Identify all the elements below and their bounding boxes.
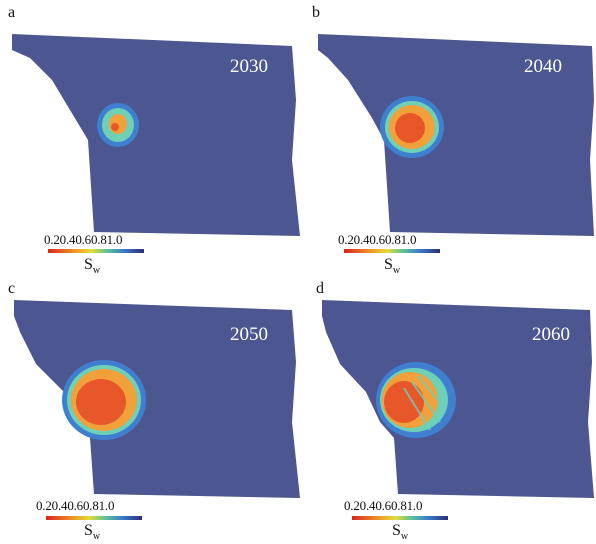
colorbar-strip-c	[46, 516, 142, 520]
colorbar-strip-a	[48, 249, 144, 253]
colorbar-label-c: Sw	[84, 522, 100, 542]
saturation-map-b	[300, 0, 596, 250]
saturation-map-c	[0, 272, 300, 508]
colorbar-strip-b	[344, 249, 440, 253]
co2-plume-hot	[384, 381, 424, 423]
co2-plume-core	[109, 114, 127, 134]
year-label-d: 2060	[532, 324, 570, 346]
co2-plume-hot	[395, 113, 425, 143]
saturation-map-a	[0, 0, 300, 250]
year-label-b: 2040	[524, 56, 562, 78]
colorbar-strip-d	[352, 516, 448, 520]
saturation-map-d	[300, 272, 596, 508]
year-label-c: 2050	[230, 324, 268, 346]
colorbar-label-d: Sw	[392, 522, 408, 542]
co2-plume-hot	[111, 123, 119, 131]
colorbar-ticks-b: 0.20.40.60.81.0	[338, 232, 416, 248]
colorbar-ticks-d: 0.20.40.60.81.0	[344, 498, 422, 514]
co2-plume-hot	[76, 379, 126, 425]
colorbar-ticks-c: 0.20.40.60.81.0	[36, 498, 114, 514]
year-label-a: 2030	[230, 56, 268, 78]
colorbar-ticks-a: 0.20.40.60.81.0	[44, 232, 122, 248]
